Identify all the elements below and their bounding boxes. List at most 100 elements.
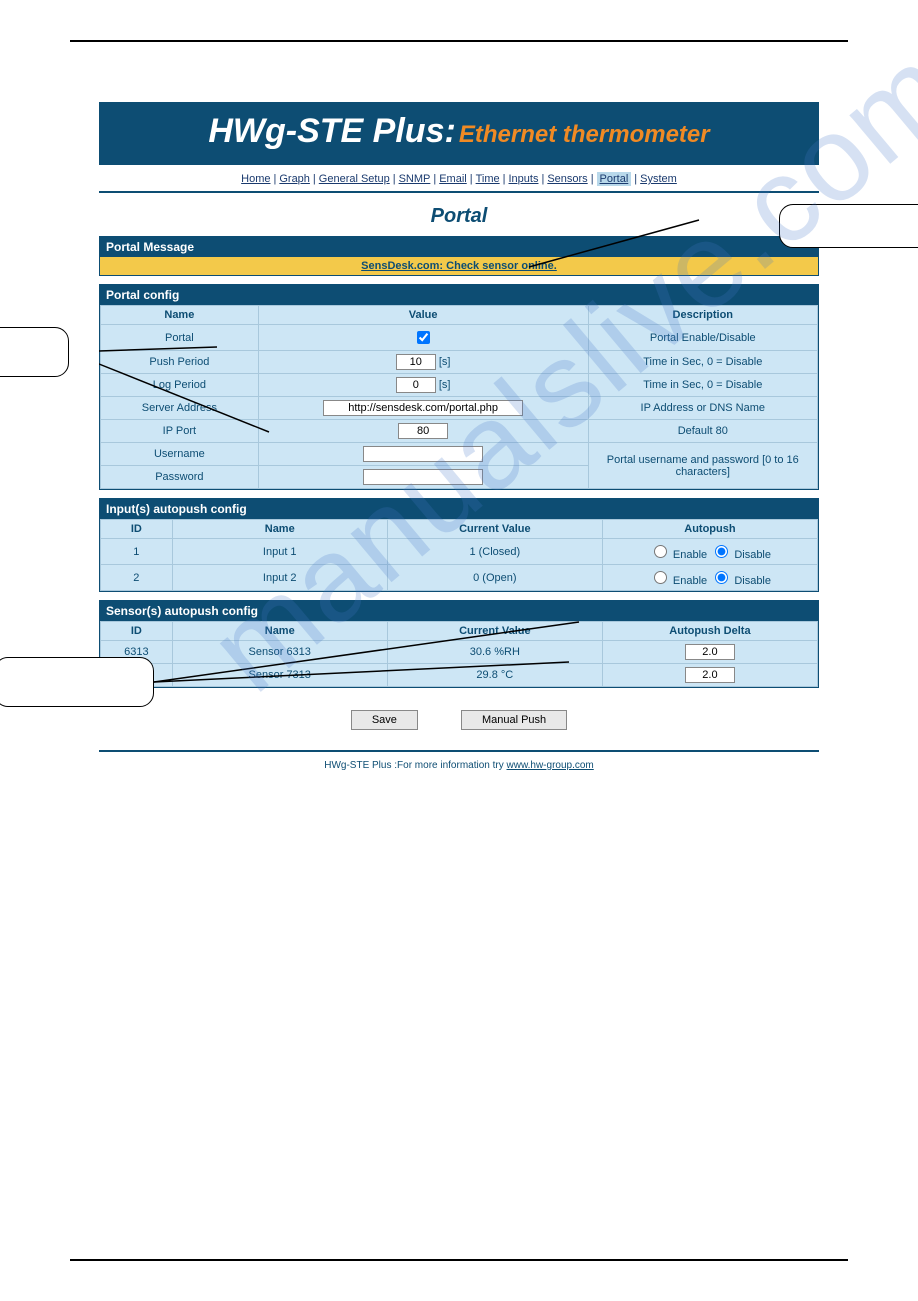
portal-message-head: Portal Message [100,237,818,257]
portal-config-head: Portal config [100,285,818,305]
portal-message-link[interactable]: SensDesk.com: Check sensor online. [361,260,557,272]
autopush-disable-radio[interactable] [715,545,728,558]
nav-sep: | [467,173,476,185]
col-name: Name [172,520,387,539]
nav-link-sensors[interactable]: Sensors [547,173,587,185]
cell-name: Sensor 6313 [172,641,387,664]
cell-value: 1 (Closed) [387,539,602,565]
sensors-autopush-panel: Sensor(s) autopush config ID Name Curren… [99,600,819,688]
cfg-desc: Time in Sec, 0 = Disable [588,374,817,397]
unit-label: [s] [439,379,451,391]
banner-subtitle: Ethernet thermometer [459,121,710,148]
nav-bar: Home|Graph|General Setup|SNMP|Email|Time… [99,165,819,193]
inputs-autopush-panel: Input(s) autopush config ID Name Current… [99,498,819,592]
radio-label: Enable [673,575,707,587]
col-autopush: Autopush [602,520,817,539]
cfg-desc: Default 80 [588,420,817,443]
cfg-name: Password [101,466,259,489]
callout-box-1 [779,204,918,248]
cfg-desc: Portal Enable/Disable [588,325,817,351]
manual-push-button[interactable]: Manual Push [461,710,567,730]
sensors-autopush-table: ID Name Current Value Autopush Delta 631… [100,621,818,687]
autopush-enable-radio[interactable] [654,571,667,584]
cfg-name: Username [101,443,259,466]
cfg-name: Log Period [101,374,259,397]
footer-pre: HWg-STE Plus :For more information try [324,760,506,771]
page-bottom-rule [70,1259,848,1261]
autopush-enable-radio[interactable] [654,545,667,558]
col-desc: Description [588,306,817,325]
cfg-value: [s] [258,374,588,397]
cell-delta [602,664,817,687]
cfg-value [258,443,588,466]
radio-label: Enable [673,549,707,561]
nav-link-system[interactable]: System [640,173,677,185]
col-id: ID [101,520,173,539]
cfg-value: [s] [258,351,588,374]
cfg-desc: Time in Sec, 0 = Disable [588,351,817,374]
cfg-name: IP Port [101,420,259,443]
nav-link-snmp[interactable]: SNMP [399,173,431,185]
cell-autopush: Enable Disable [602,565,817,591]
nav-sep: | [538,173,547,185]
cfg-desc: IP Address or DNS Name [588,397,817,420]
nav-link-inputs[interactable]: Inputs [509,173,539,185]
table-row: 2Input 20 (Open) Enable Disable [101,565,818,591]
nav-sep: | [310,173,319,185]
nav-link-home[interactable]: Home [241,173,270,185]
log-period-input[interactable] [396,377,436,393]
server-address-input[interactable] [323,400,523,416]
col-value: Value [258,306,588,325]
cell-value: 30.6 %RH [387,641,602,664]
nav-link-email[interactable]: Email [439,173,467,185]
cfg-value [258,420,588,443]
nav-link-portal[interactable]: Portal [597,172,632,186]
col-delta: Autopush Delta [602,622,817,641]
footer-text: HWg-STE Plus :For more information try w… [99,752,819,779]
cell-value: 0 (Open) [387,565,602,591]
password-input[interactable] [363,469,483,485]
portal-config-panel: Portal config Name Value Description Por… [99,284,819,490]
nav-sep: | [588,173,597,185]
inputs-autopush-head: Input(s) autopush config [100,499,818,519]
cfg-desc: Portal username and password [0 to 16 ch… [588,443,817,489]
footer-link[interactable]: www.hw-group.com [507,760,594,771]
cell-name: Input 1 [172,539,387,565]
save-button[interactable]: Save [351,710,418,730]
username-input[interactable] [363,446,483,462]
table-row: 6313Sensor 631330.6 %RH [101,641,818,664]
sensors-autopush-head: Sensor(s) autopush config [100,601,818,621]
cfg-value [258,397,588,420]
cell-value: 29.8 °C [387,664,602,687]
radio-label: Disable [734,549,771,561]
cfg-value [258,466,588,489]
cell-id: 2 [101,565,173,591]
cell-delta [602,641,817,664]
portal-message-panel: Portal Message SensDesk.com: Check senso… [99,236,819,276]
autopush-delta-input[interactable] [685,644,735,660]
nav-link-time[interactable]: Time [476,173,500,185]
col-name: Name [101,306,259,325]
nav-sep: | [430,173,439,185]
ip-port-input[interactable] [398,423,448,439]
page-title: Portal [99,205,819,228]
cfg-name: Push Period [101,351,259,374]
col-value: Current Value [387,622,602,641]
nav-sep: | [270,173,279,185]
inputs-autopush-table: ID Name Current Value Autopush 1Input 11… [100,519,818,591]
callout-box-3 [0,657,154,707]
nav-link-graph[interactable]: Graph [279,173,310,185]
portal-message-bar: SensDesk.com: Check sensor online. [100,257,818,275]
unit-label: [s] [439,356,451,368]
banner: HWg-STE Plus: Ethernet thermometer [99,102,819,165]
col-name: Name [172,622,387,641]
portal-config-table: Name Value Description Portal Portal Ena… [100,305,818,489]
autopush-disable-radio[interactable] [715,571,728,584]
nav-link-general-setup[interactable]: General Setup [319,173,390,185]
cfg-name: Portal [101,325,259,351]
portal-enable-checkbox[interactable] [417,331,430,344]
autopush-delta-input[interactable] [685,667,735,683]
nav-sep: | [390,173,399,185]
content-area: HWg-STE Plus: Ethernet thermometer Home|… [99,102,819,779]
push-period-input[interactable] [396,354,436,370]
